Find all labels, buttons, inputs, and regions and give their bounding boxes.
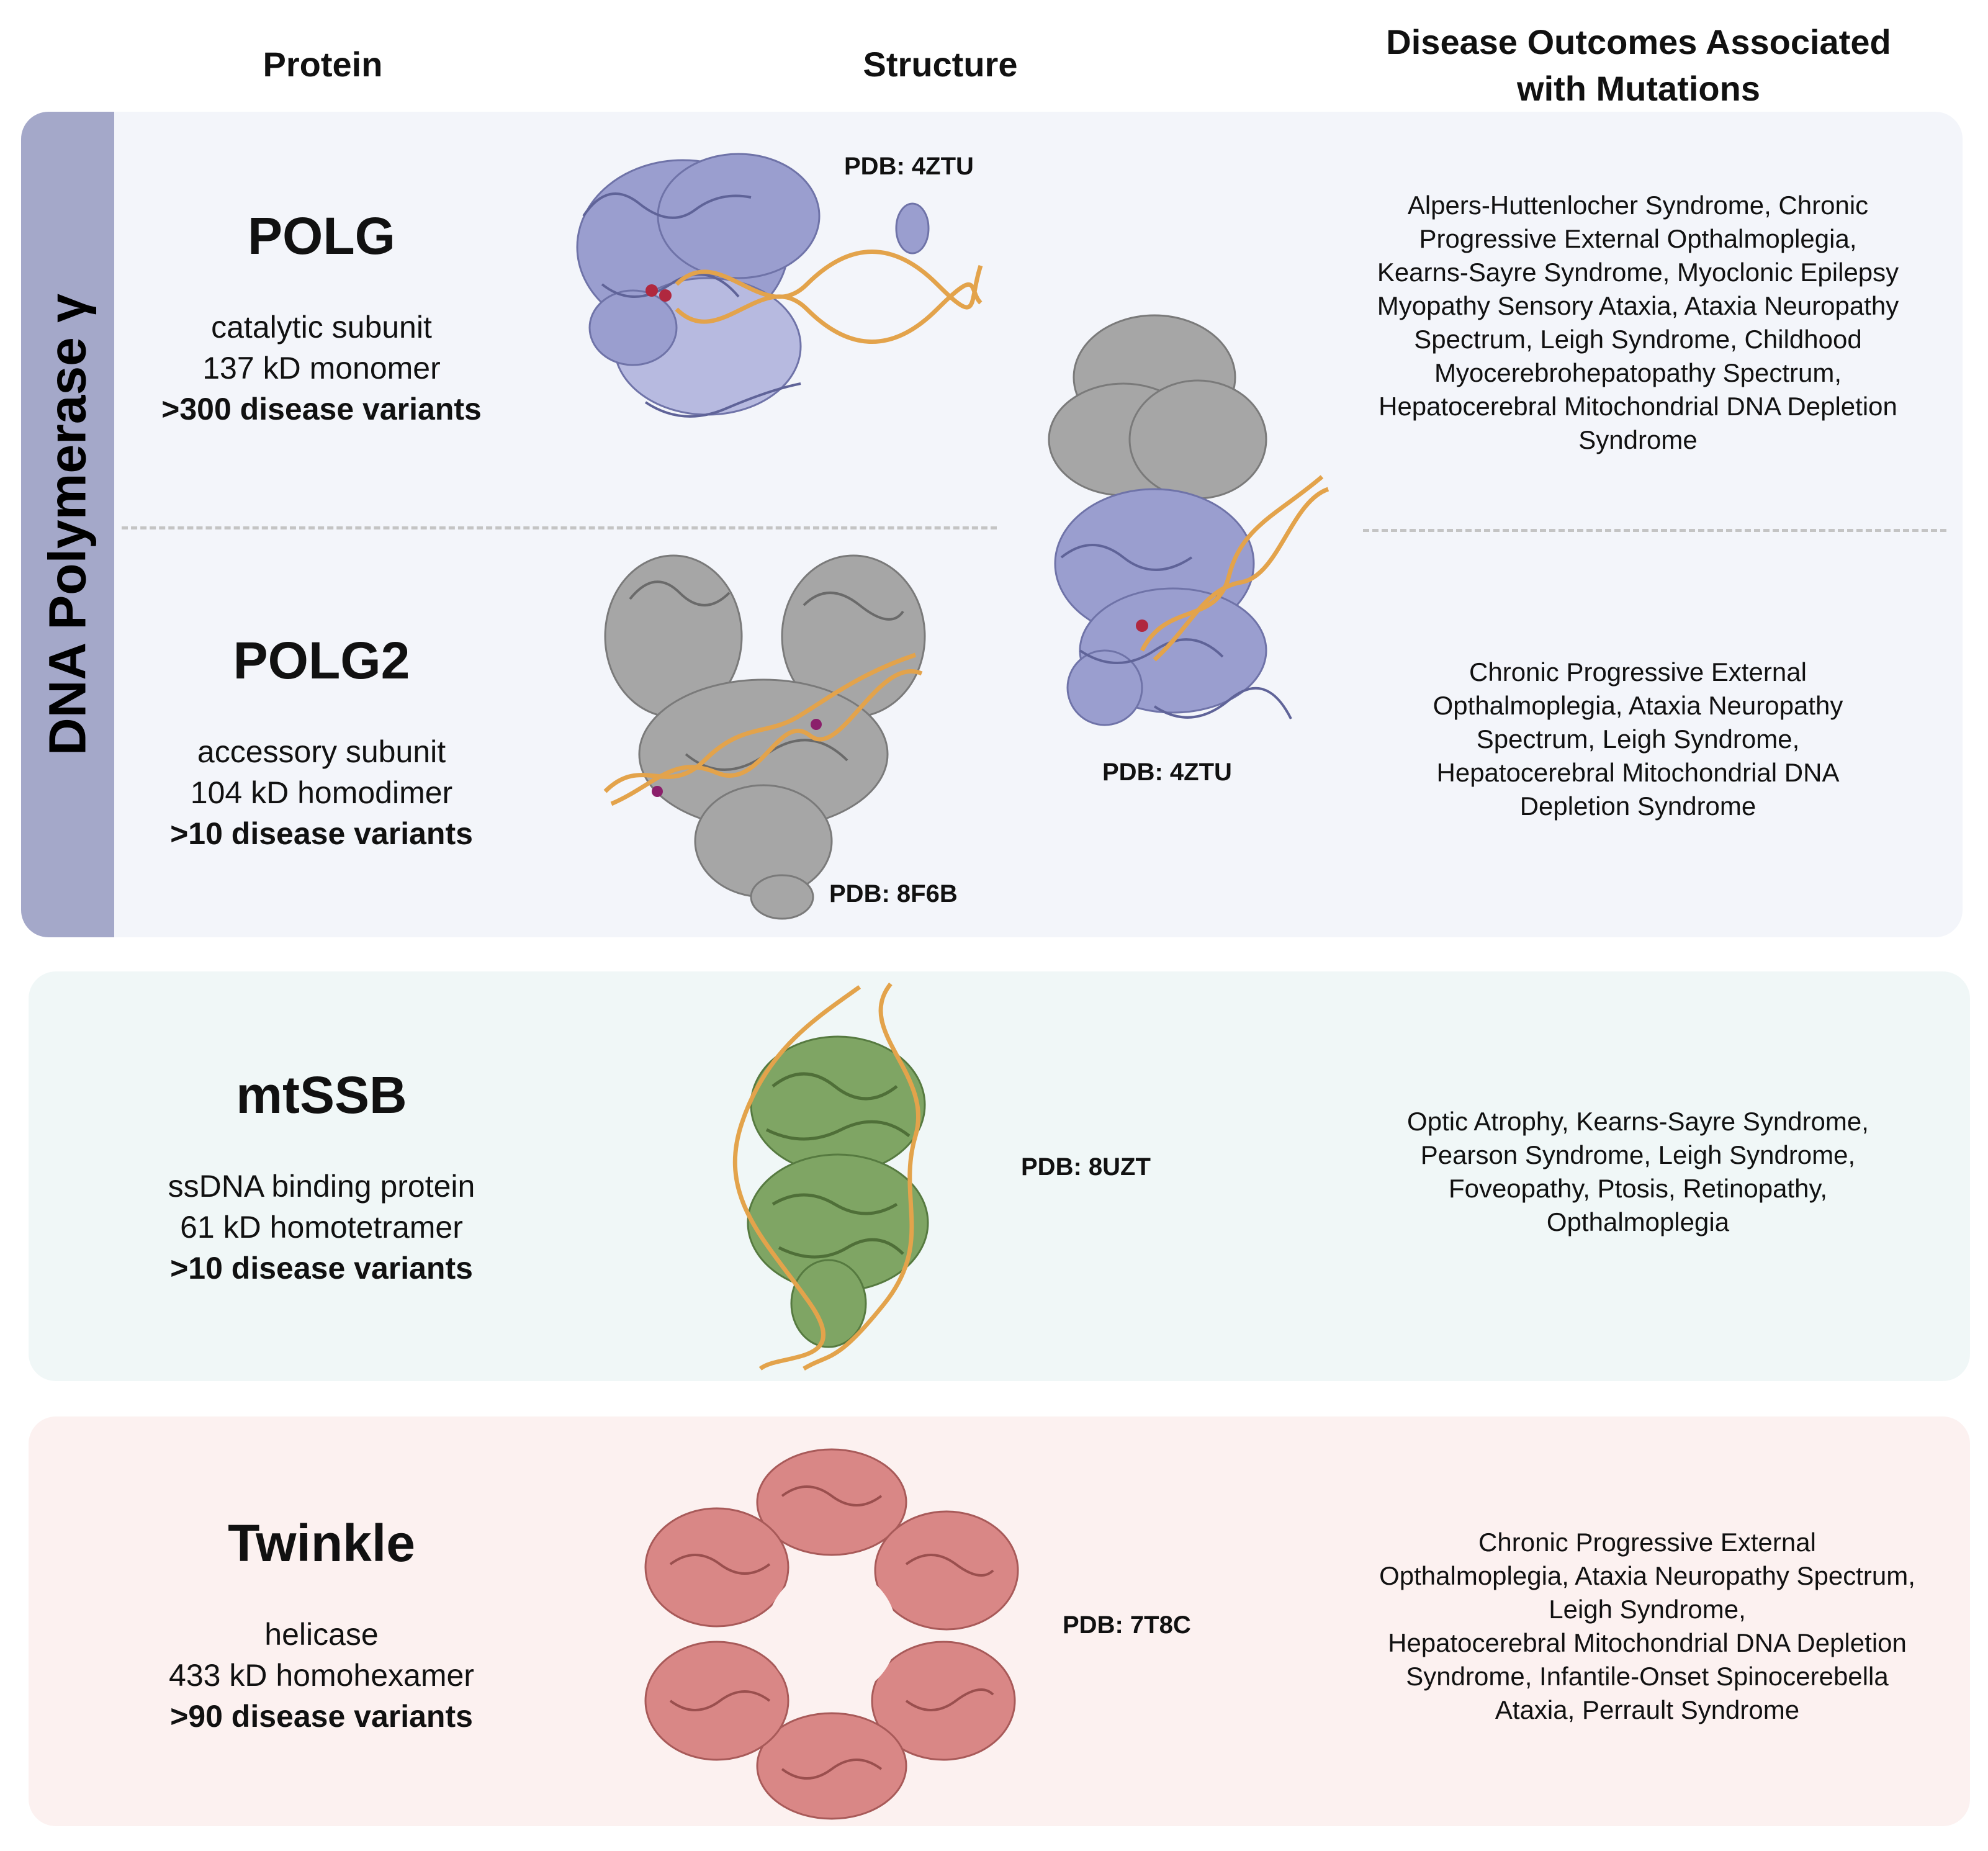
mtssb-panel [29,971,1970,1381]
protein-subunit: accessory subunit [197,734,446,769]
polg2-structure-image [603,554,926,920]
protein-polg: POLG catalytic subunit 137 kD monomer >3… [86,210,557,430]
protein-name: mtSSB [236,1066,407,1124]
disease-line: Syndrome [1578,425,1698,454]
mtssb-disease-outcomes: Optic Atrophy, Kearns-Sayre Syndrome, Pe… [1343,1105,1933,1239]
twinkle-disease-outcomes: Chronic Progressive External Opthalmople… [1343,1526,1951,1727]
protein-mass: 104 kD homodimer [190,775,453,810]
protein-name: Twinkle [228,1514,415,1572]
protein-name: POLG [247,207,395,265]
twinkle-panel [29,1416,1970,1826]
disease-line: Spectrum, Leigh Syndrome, Childhood [1414,325,1862,354]
header-disease-line1: Disease Outcomes Associated [1386,22,1891,61]
disease-line: Foveopathy, Ptosis, Retinopathy, [1448,1174,1828,1203]
disease-line: Hepatocerebral Mitochondrial DNA [1436,758,1840,787]
header-structure: Structure [863,45,1018,84]
protein-variants: >10 disease variants [170,816,473,851]
polg-divider-left [122,526,997,529]
disease-line: Spectrum, Leigh Syndrome, [1476,724,1800,754]
protein-mass: 61 kD homotetramer [180,1210,463,1245]
polg-structure-image [576,153,983,418]
disease-line: Ataxia, Perrault Syndrome [1495,1695,1800,1724]
protein-mass: 137 kD monomer [202,351,441,385]
disease-line: Chronic Progressive External [1469,657,1807,687]
twinkle-structure-image [644,1448,1019,1820]
disease-line: Opthalmoplegia, Ataxia Neuropathy [1433,691,1843,720]
polg-panel [21,112,1963,937]
protein-variants: >10 disease variants [170,1251,473,1286]
disease-line: Hepatocerebral Mitochondrial DNA Depleti… [1379,392,1897,421]
disease-line: Optic Atrophy, Kearns-Sayre Syndrome, [1407,1107,1869,1136]
disease-line: Opthalmoplegia [1546,1207,1730,1236]
disease-line: Myopathy Sensory Ataxia, Ataxia Neuropat… [1377,291,1899,320]
mtssb-pdb-label: PDB: 8UZT [1021,1153,1151,1181]
complex-pdb-label: PDB: 4ZTU [1102,759,1232,786]
polg2-pdb-label: PDB: 8F6B [829,880,958,907]
polg2-disease-outcomes: Chronic Progressive External Opthalmople… [1343,655,1933,823]
protein-variants: >90 disease variants [170,1699,473,1734]
disease-line: Depletion Syndrome [1519,791,1756,821]
disease-line: Syndrome, Infantile-Onset Spinocerebella [1406,1662,1889,1691]
protein-twinkle: Twinkle helicase 433 kD homohexamer >90 … [86,1517,557,1737]
polg-complex-structure-image [1048,314,1329,726]
protein-polg2: POLG2 accessory subunit 104 kD homodimer… [86,634,557,854]
protein-mtssb: mtSSB ssDNA binding protein 61 kD homote… [86,1069,557,1289]
disease-line: Kearns-Sayre Syndrome, Myoclonic Epileps… [1377,258,1899,287]
polg-pdb-label: PDB: 4ZTU [844,153,974,180]
protein-subunit: helicase [264,1617,379,1652]
disease-line: Leigh Syndrome, [1549,1595,1746,1624]
polg-disease-outcomes: Alpers-Huttenlocher Syndrome, Chronic Pr… [1343,189,1933,457]
disease-line: Chronic Progressive External [1478,1528,1816,1557]
header-protein: Protein [263,45,383,84]
disease-line: Alpers-Huttenlocher Syndrome, Chronic [1407,191,1869,220]
disease-line: Hepatocerebral Mitochondrial DNA Depleti… [1388,1628,1907,1657]
header-disease-line2: with Mutations [1517,69,1760,109]
protein-subunit: ssDNA binding protein [168,1169,475,1204]
disease-line: Myocerebrohepatopathy Spectrum, [1434,358,1842,387]
protein-subunit: catalytic subunit [211,310,432,345]
dna-polymerase-gamma-bar [21,112,114,937]
mtssb-structure-image [732,982,929,1371]
protein-name: POLG2 [233,631,410,690]
disease-line: Opthalmoplegia, Ataxia Neuropathy Spectr… [1379,1561,1915,1590]
twinkle-pdb-label: PDB: 7T8C [1063,1611,1191,1639]
header-disease: Disease Outcomes Associated with Mutatio… [1328,19,1949,112]
disease-line: Progressive External Opthalmoplegia, [1419,224,1857,253]
protein-mass: 433 kD homohexamer [169,1658,474,1693]
disease-line: Pearson Syndrome, Leigh Syndrome, [1420,1140,1856,1169]
polg-divider-right [1363,529,1946,532]
protein-variants: >300 disease variants [161,392,482,426]
